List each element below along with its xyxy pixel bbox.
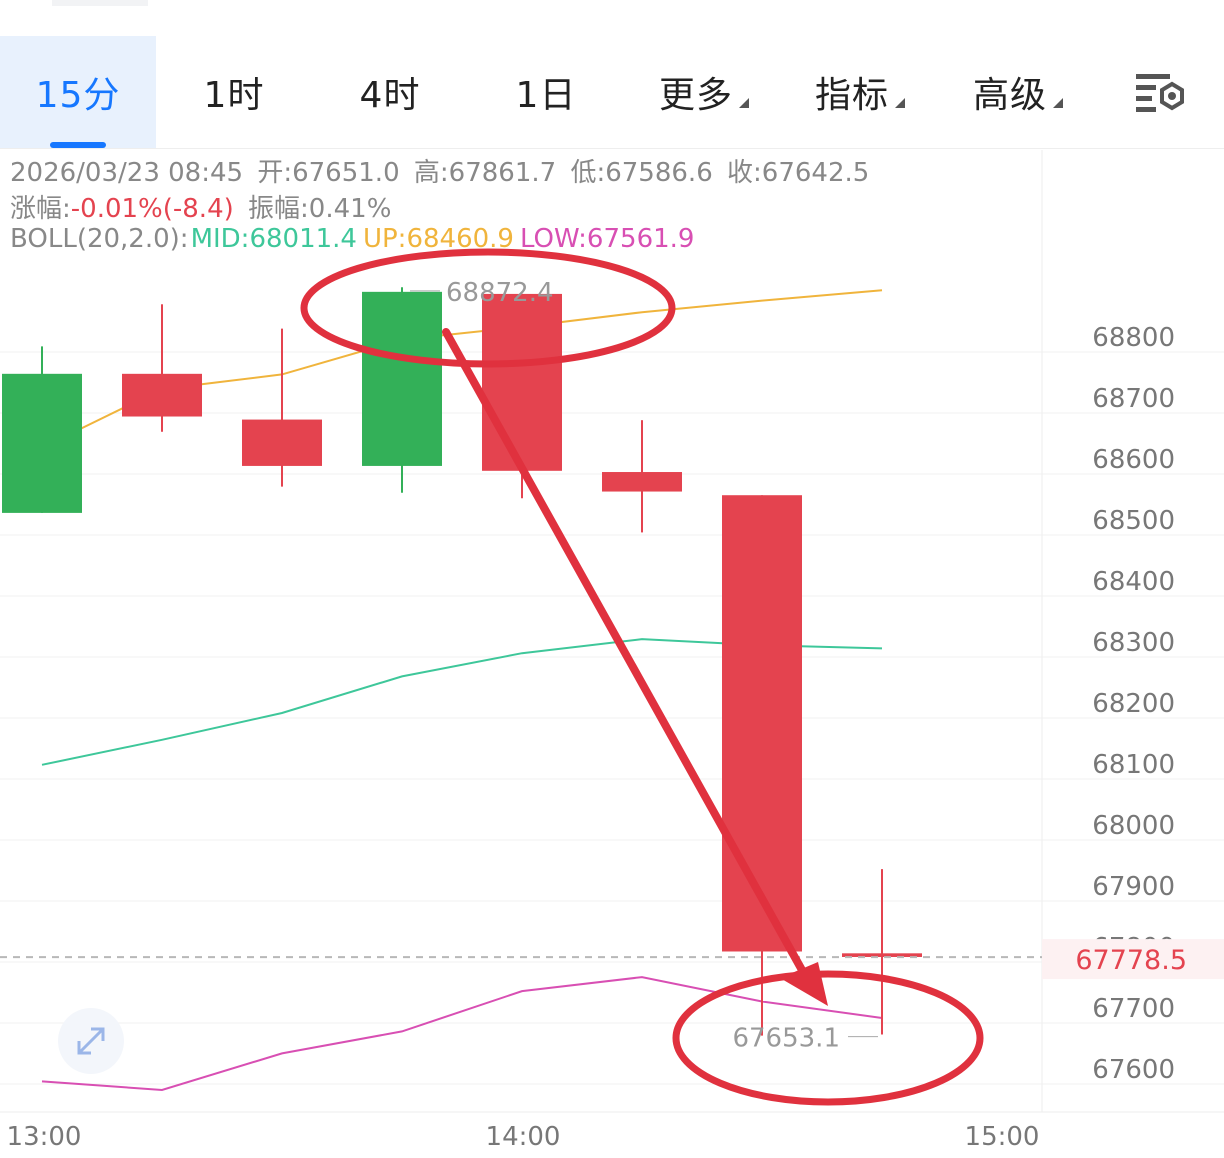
max-price-label: 68872.4 — [446, 278, 554, 308]
y-tick-label: 67900 — [1092, 872, 1175, 902]
candle-body — [602, 472, 682, 492]
y-tick-label: 68100 — [1092, 750, 1175, 780]
y-tick-label: 68200 — [1092, 689, 1175, 719]
boll-upper-line — [42, 290, 882, 447]
candle-body — [242, 420, 322, 466]
x-tick-label: 15:00 — [965, 1122, 1040, 1152]
candle-body — [362, 292, 442, 466]
annotation-arrow-head — [780, 962, 828, 1006]
y-tick-label: 67600 — [1092, 1055, 1175, 1085]
y-tick-label: 68300 — [1092, 628, 1175, 658]
candle-body — [482, 294, 562, 471]
y-tick-label: 68400 — [1092, 567, 1175, 597]
y-tick-label: 67700 — [1092, 994, 1175, 1024]
expand-arrows-icon[interactable] — [58, 1008, 124, 1074]
current-price-label: 67778.5 — [1075, 945, 1187, 976]
candle-body — [2, 374, 82, 513]
min-price-label: 67653.1 — [732, 1024, 840, 1054]
y-tick-label: 68000 — [1092, 811, 1175, 841]
candle-body — [122, 374, 202, 417]
y-tick-label: 68800 — [1092, 323, 1175, 353]
y-tick-label: 68500 — [1092, 506, 1175, 536]
y-tick-label: 68700 — [1092, 384, 1175, 414]
candle-body — [722, 495, 802, 951]
y-tick-label: 68600 — [1092, 445, 1175, 475]
x-tick-label: 13:00 — [7, 1122, 82, 1152]
x-tick-label: 14:00 — [486, 1122, 561, 1152]
